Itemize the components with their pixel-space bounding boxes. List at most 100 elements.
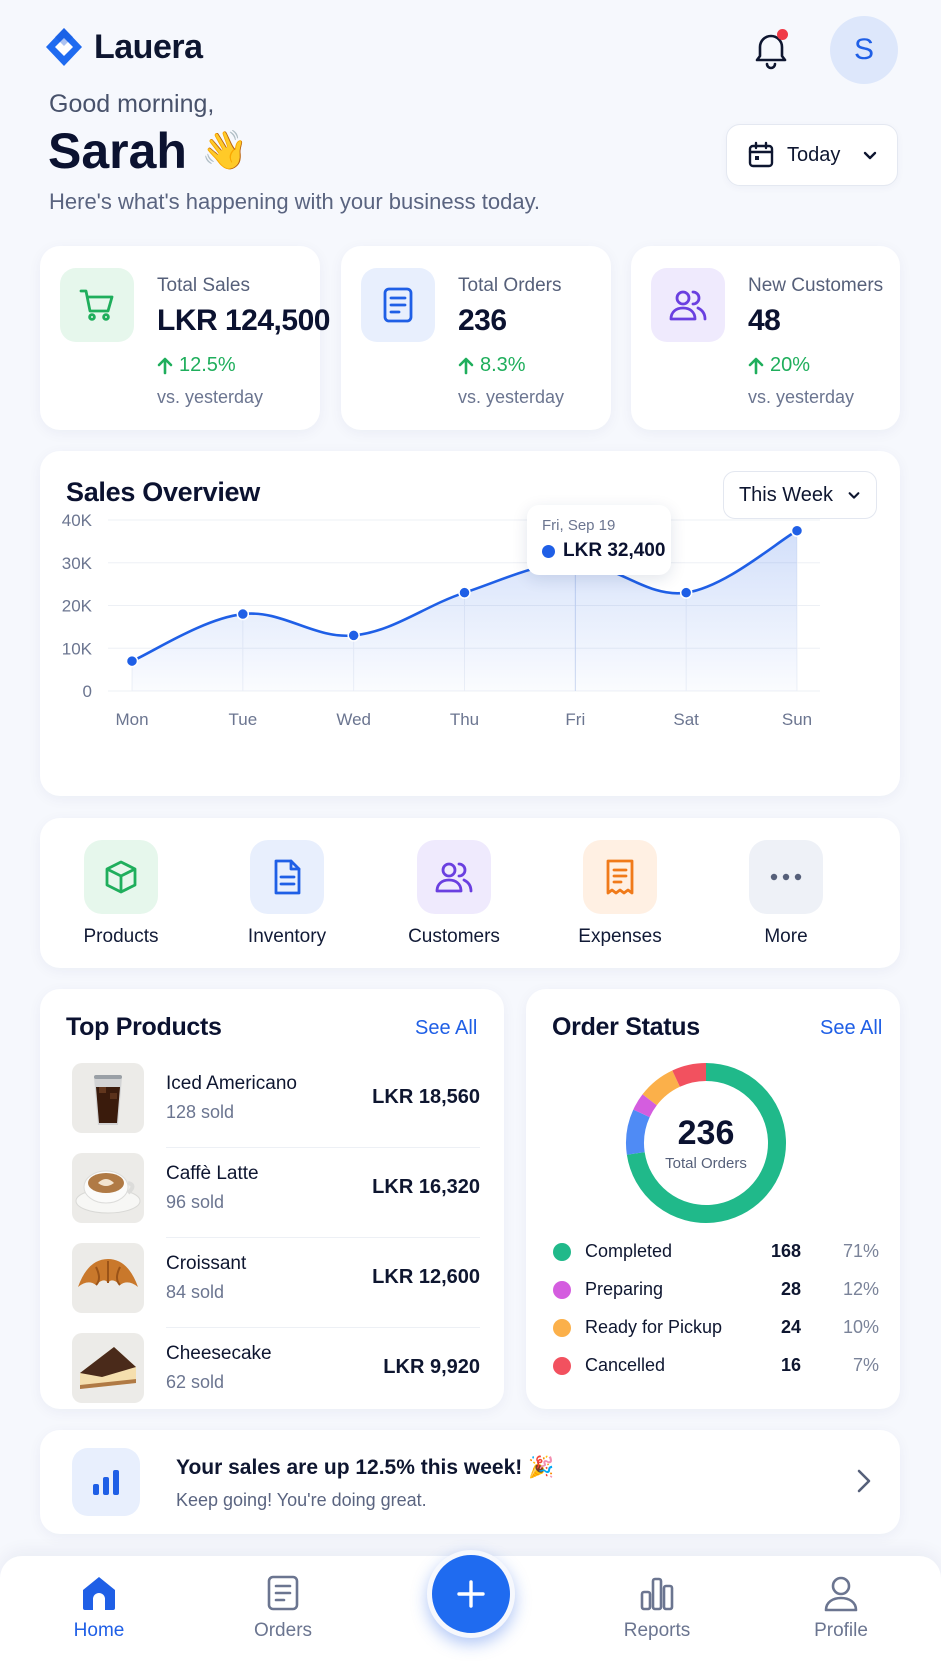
app-logo[interactable]: Lauera bbox=[44, 26, 203, 68]
bar-chart-icon bbox=[72, 1448, 140, 1516]
product-row[interactable]: Caffè Latte 96 sold LKR 16,320 bbox=[72, 1153, 480, 1223]
logo-icon bbox=[46, 28, 82, 66]
app-name: Lauera bbox=[94, 27, 203, 66]
legend-label: Preparing bbox=[585, 1279, 664, 1299]
product-revenue: LKR 9,920 bbox=[383, 1356, 480, 1378]
legend-percent: 12% bbox=[842, 1279, 879, 1299]
divider bbox=[166, 1147, 480, 1148]
user-name-text: Sarah bbox=[48, 123, 187, 179]
order-status-donut bbox=[626, 1063, 786, 1223]
product-row[interactable]: Croissant 84 sold LKR 12,600 bbox=[72, 1243, 480, 1313]
donut-segment bbox=[626, 1063, 786, 1223]
order-status-see-all[interactable]: See All bbox=[820, 1017, 883, 1039]
legend-swatch bbox=[553, 1319, 571, 1337]
product-sold: 96 sold bbox=[166, 1192, 225, 1212]
nav-reports[interactable]: Reports bbox=[597, 1574, 717, 1642]
legend-preparing: Preparing 28 12% bbox=[553, 1277, 879, 1303]
y-tick-label: 20K bbox=[62, 597, 93, 616]
data-point bbox=[236, 607, 250, 621]
date-filter-dropdown[interactable]: Today bbox=[726, 124, 898, 186]
chevron-down-icon bbox=[864, 151, 877, 160]
nav-orders[interactable]: Orders bbox=[223, 1574, 343, 1642]
x-tick-label: Sat bbox=[673, 710, 699, 729]
quick-action-expenses[interactable]: Expenses bbox=[540, 840, 700, 948]
nav-label: Home bbox=[73, 1620, 125, 1641]
y-tick-label: 10K bbox=[62, 639, 93, 658]
stat-comparison: vs. yesterday bbox=[157, 387, 264, 407]
quick-action-label: Inventory bbox=[247, 926, 327, 947]
stat-change: 8.3% bbox=[458, 354, 526, 377]
reports-icon bbox=[640, 1577, 674, 1611]
data-point bbox=[125, 654, 139, 668]
chevron-down-icon bbox=[848, 492, 860, 499]
legend-ready: Ready for Pickup 24 10% bbox=[553, 1315, 879, 1341]
avatar-initial: S bbox=[853, 33, 874, 66]
chevron-right-icon bbox=[857, 1469, 871, 1493]
wave-emoji: 👋 bbox=[200, 130, 249, 172]
divider bbox=[166, 1237, 480, 1238]
stat-card-total-sales[interactable]: Total Sales LKR 124,500 12.5% vs. yester… bbox=[40, 246, 330, 430]
nav-label: Reports bbox=[623, 1620, 691, 1641]
product-row[interactable]: Iced Americano 128 sold LKR 18,560 bbox=[72, 1063, 480, 1133]
legend-cancelled: Cancelled 16 7% bbox=[553, 1353, 879, 1379]
notifications-button[interactable] bbox=[750, 28, 792, 70]
y-tick-label: 40K bbox=[62, 511, 93, 530]
greeting-subtitle: Here's what's happening with your busine… bbox=[49, 189, 541, 214]
legend-percent: 71% bbox=[842, 1241, 879, 1261]
user-avatar[interactable]: S bbox=[830, 16, 898, 84]
top-products-see-all[interactable]: See All bbox=[415, 1017, 478, 1039]
divider bbox=[166, 1327, 480, 1328]
product-sold: 84 sold bbox=[166, 1282, 225, 1302]
chart-title: Sales Overview bbox=[66, 477, 260, 507]
stat-value: 236 bbox=[458, 304, 507, 337]
quick-action-inventory[interactable]: Inventory bbox=[207, 840, 367, 948]
banner-title: Your sales are up 12.5% this week! 🎉 bbox=[176, 1456, 555, 1479]
iced-americano-image bbox=[72, 1063, 144, 1133]
top-products-card: Top Products See All Iced Americano 128 … bbox=[40, 989, 504, 1409]
calendar-icon bbox=[748, 141, 774, 168]
donut-total: 236 bbox=[677, 1114, 735, 1152]
product-revenue: LKR 12,600 bbox=[372, 1266, 480, 1288]
users-icon bbox=[651, 268, 725, 342]
legend-count: 28 bbox=[780, 1279, 801, 1299]
sales-banner[interactable]: Your sales are up 12.5% this week! 🎉 Kee… bbox=[40, 1430, 900, 1534]
arrow-up-icon bbox=[157, 357, 173, 374]
x-tick-label: Tue bbox=[228, 710, 257, 729]
tooltip-date: Fri, Sep 19 bbox=[542, 517, 616, 534]
plus-icon bbox=[457, 1580, 485, 1608]
quick-action-label: Customers bbox=[408, 926, 500, 947]
product-revenue: LKR 16,320 bbox=[372, 1176, 480, 1198]
nav-label: Profile bbox=[814, 1620, 868, 1641]
cheesecake-image bbox=[72, 1333, 144, 1403]
quick-action-more[interactable]: More bbox=[706, 840, 866, 948]
stat-change: 20% bbox=[748, 354, 810, 377]
add-button[interactable] bbox=[427, 1550, 515, 1638]
y-tick-label: 0 bbox=[83, 682, 92, 701]
stat-card-total-orders[interactable]: Total Orders 236 8.3% vs. yesterday bbox=[341, 246, 611, 430]
stat-card-new-customers[interactable]: New Customers 48 20% vs. yesterday bbox=[631, 246, 900, 430]
nav-home[interactable]: Home bbox=[39, 1574, 159, 1642]
chart-tooltip: Fri, Sep 19 LKR 32,400 bbox=[527, 505, 671, 575]
quick-action-products[interactable]: Products bbox=[41, 840, 201, 948]
sales-overview-card: 0 10K 20K 30K 40K Mon Tue Wed Thu Fri Sat Sun Sales… bbox=[40, 451, 900, 796]
more-icon bbox=[749, 840, 823, 914]
nav-profile[interactable]: Profile bbox=[781, 1574, 901, 1642]
data-point bbox=[458, 586, 471, 599]
legend-percent: 7% bbox=[852, 1355, 879, 1375]
nav-label: Orders bbox=[253, 1620, 313, 1641]
donut-segment bbox=[672, 1063, 707, 1087]
legend-swatch bbox=[553, 1243, 571, 1261]
product-name: Iced Americano bbox=[166, 1073, 297, 1094]
donut-total-label: Total Orders bbox=[665, 1155, 747, 1172]
quick-action-label: Expenses bbox=[578, 926, 662, 947]
quick-action-customers[interactable]: Customers bbox=[374, 840, 534, 948]
legend-count: 168 bbox=[770, 1241, 801, 1261]
product-row[interactable]: Cheesecake 62 sold LKR 9,920 bbox=[72, 1333, 480, 1403]
caffe-latte-image bbox=[72, 1153, 144, 1223]
data-point bbox=[790, 524, 804, 537]
product-name: Croissant bbox=[166, 1253, 247, 1274]
donut-segment bbox=[633, 1094, 657, 1118]
x-tick-label: Thu bbox=[450, 710, 479, 729]
range-dropdown[interactable]: This Week bbox=[723, 471, 877, 519]
legend-label: Ready for Pickup bbox=[585, 1317, 723, 1337]
